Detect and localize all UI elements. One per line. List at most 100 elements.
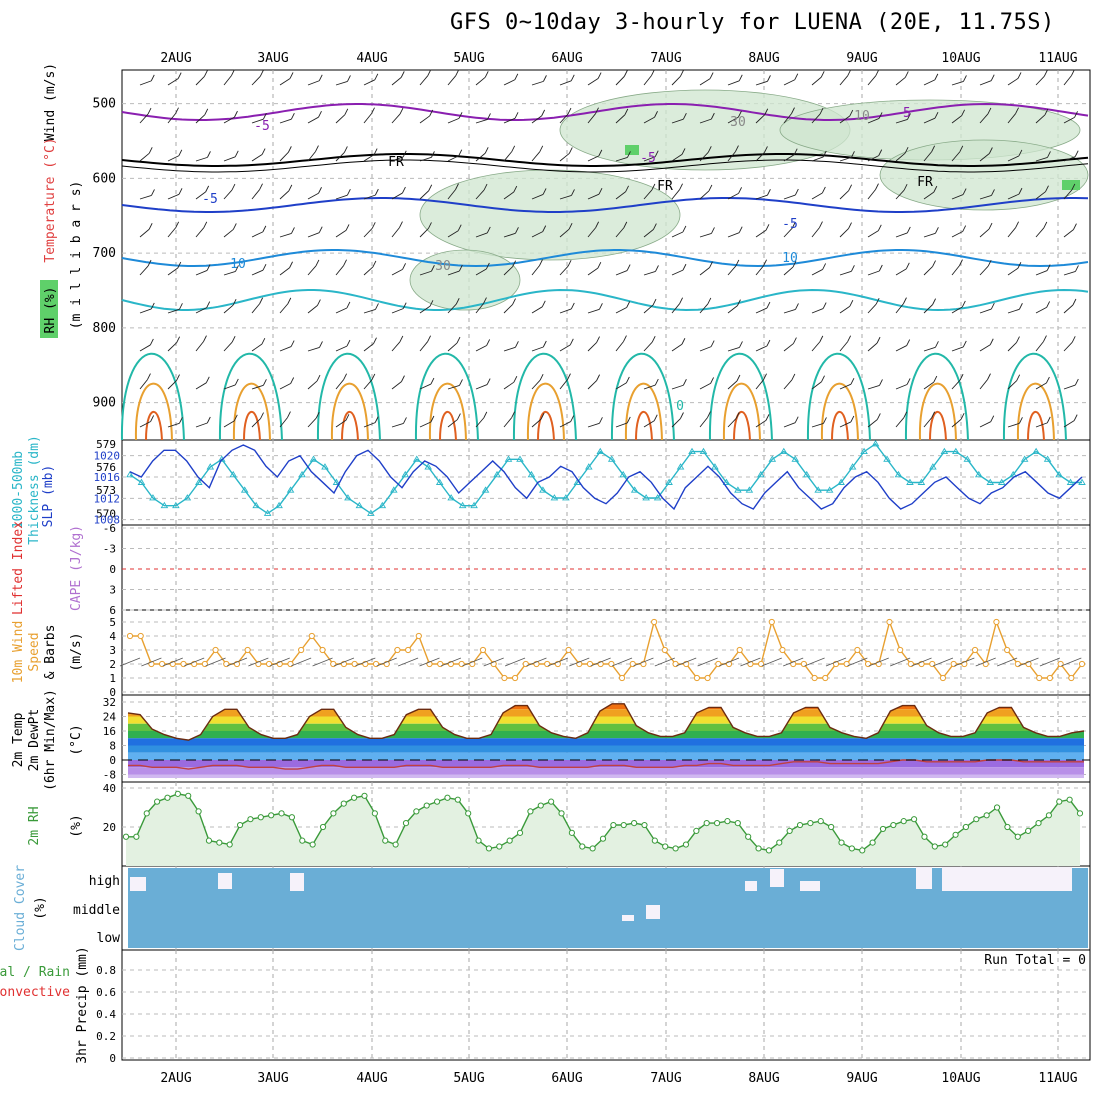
wind-barb-shaft [839,115,851,124]
wind-barb-shaft [279,383,291,390]
wind-barb [727,145,739,162]
wind-barb-flag [654,111,658,118]
wind-barb-shaft [419,75,429,86]
wind-barb-flag [763,373,767,380]
wind-barb-flag [1073,223,1077,230]
wind-barb-shaft [531,265,540,276]
wind-barb-flag [904,146,909,154]
wind-barb [279,227,295,238]
wind-barb-shaft [923,191,935,200]
wind-barb-flag [541,300,546,308]
wind-barb [811,186,826,200]
wind10-barb [205,657,226,667]
wind-barb-flag [345,224,350,231]
wind-barb [363,337,377,352]
wind-barb-shaft [839,341,848,352]
date-label-bottom: 10AUG [941,1071,980,1086]
wind-barb-shaft [559,228,570,238]
wind-barb-flag [738,110,742,118]
precip-tick: 0.8 [96,964,116,977]
wind-barb-flag [371,107,375,114]
wind-barb-shaft [951,231,963,238]
wind-barb-shaft [475,303,484,314]
rh2m-point [444,794,451,801]
wind-barb-flag [455,183,459,190]
wind-barb-flag [515,227,519,234]
wind-barb-shaft [335,152,345,162]
wind-barb-shaft [503,117,516,124]
wind-barb-shaft [895,189,905,200]
wind-barb-shaft [951,194,964,200]
wind-barb-shaft [139,344,151,352]
wind-barb-shaft [139,308,152,314]
wind10-tick: 0 [109,686,116,699]
wind-barb-shaft [1063,229,1074,238]
wind-barb-flag [430,265,435,272]
wind-barb-shaft [307,232,320,238]
wind-barb [223,183,236,200]
wind-barb [475,262,490,276]
wind10-barb [996,657,1018,667]
wind-barb-shaft [139,113,149,124]
wind-barb-flag [513,375,518,383]
thickness-point [722,478,731,485]
wind-barb-flag [231,69,235,76]
wind-barb [923,73,939,86]
wind-barb-shaft [867,342,878,352]
wind-barb [755,339,771,352]
wind-barb-flag [458,149,463,156]
wind-barb [419,151,435,162]
wind-barb [531,259,543,276]
label-minmax: (6hr Min/Max) [43,689,58,791]
wind-barb-shaft [671,343,683,352]
wind10-barb [868,657,889,667]
wind-barb-shaft [727,380,738,390]
wind-barb [979,302,995,314]
thickness-point [768,455,777,462]
wind-barb-flag [598,149,603,157]
label-wind-speed: Speed [27,632,42,671]
wind-barb-flag [707,411,711,418]
wind-barb [867,336,881,352]
wind-barb-flag [931,411,936,418]
wind-barb-shaft [1063,271,1076,276]
wind-barb-shaft [923,151,932,162]
wind-barb-flag [343,146,348,153]
wind-barb-shaft [419,305,431,314]
wind-barb-shaft [811,269,823,276]
thickness-point [940,447,949,455]
wind-barb [559,74,575,86]
wind-barb-flag [707,297,712,305]
wind-barb [391,150,407,162]
contour-label: -5 [895,106,911,121]
wind-barb [335,224,350,238]
temp-tick: 8 [109,740,116,753]
slp-tick: 1020 [94,450,121,463]
wind-barb [279,340,295,352]
wind-barb-shaft [279,232,292,238]
thickness-point [906,478,914,485]
thickness-point [917,478,926,485]
wind-barb-flag [682,225,687,233]
wind-barb-flag [231,183,236,191]
wind-barb [503,145,516,162]
wind-barb-shaft [839,75,849,86]
wind-barb [559,189,575,200]
wind-barb-shaft [279,118,292,124]
wind-barb [587,374,601,390]
wind-barb [643,69,655,86]
wind-barb-flag [1073,414,1078,421]
wind-barb-flag [150,302,155,310]
wind10-tick: 1 [109,672,116,685]
label-rh: RH (%) [43,287,58,334]
thickness-point [630,486,639,493]
wind-barb [839,299,854,314]
wind-barb-flag [822,150,827,158]
wind-barb [531,373,544,390]
wind-barb [531,340,547,352]
precip-tick: 0.2 [96,1030,116,1043]
wind10-point [618,674,626,682]
wind-barb [867,224,882,238]
wind-barb-shaft [559,80,572,86]
